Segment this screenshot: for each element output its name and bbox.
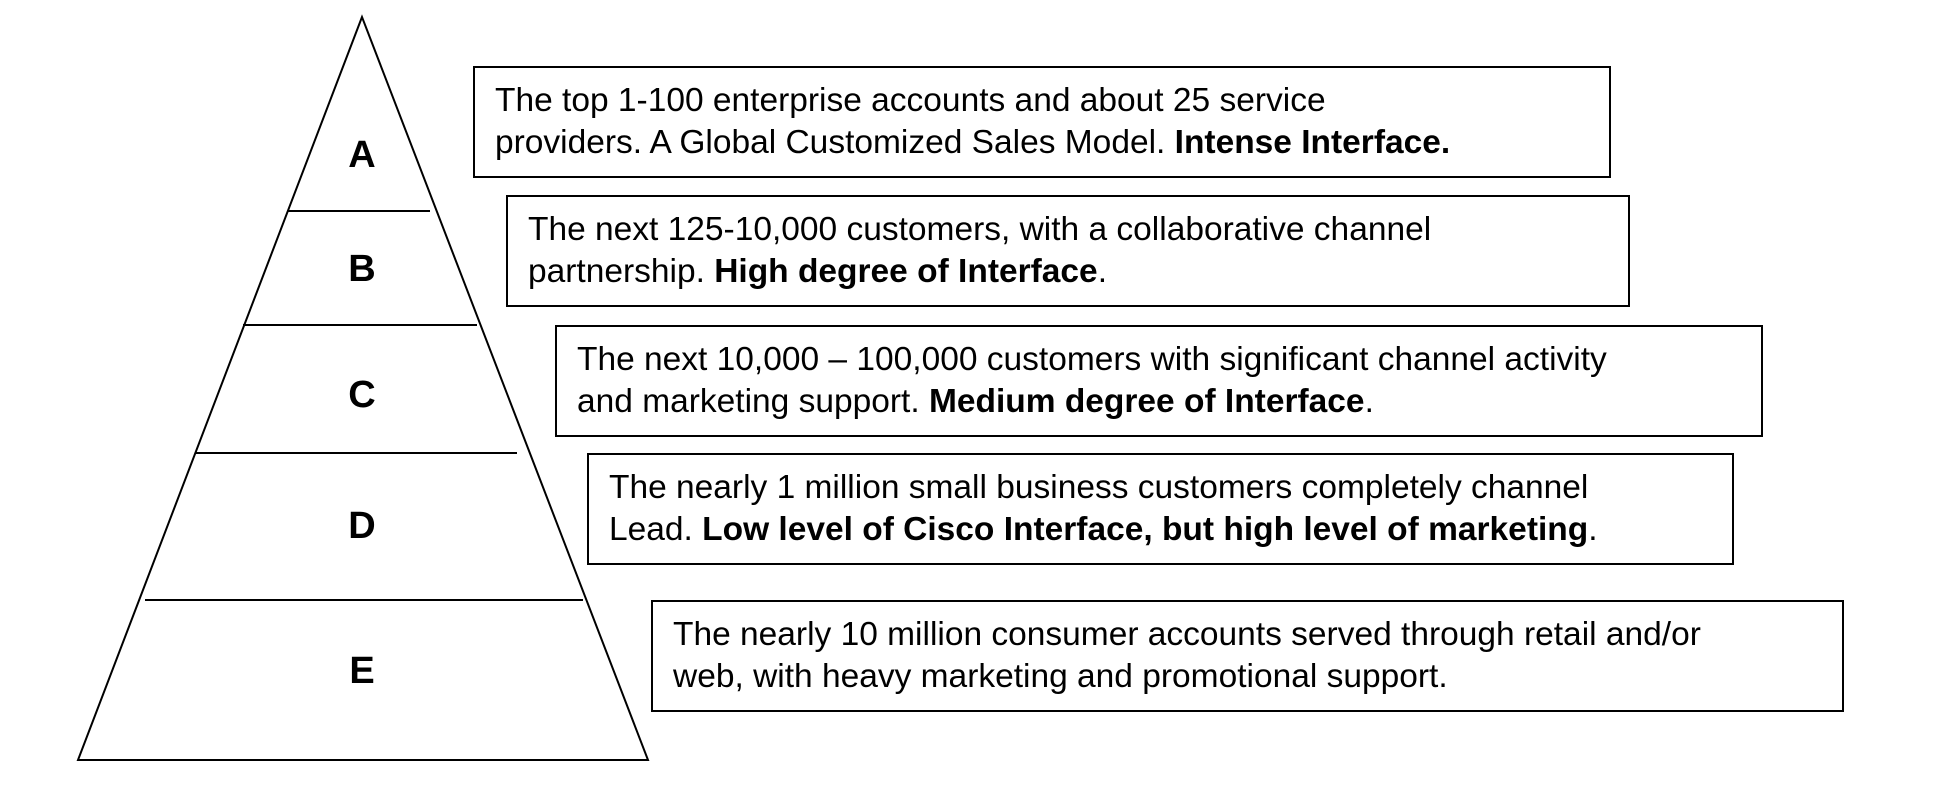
tier-d-line1: The nearly 1 million small business cust…	[609, 469, 1589, 506]
tier-e-description: The nearly 10 million consumer accounts …	[651, 600, 1844, 712]
tier-d-line2: Lead. Low level of Cisco Interface, but …	[609, 511, 1598, 548]
tier-b-line2: partnership. High degree of Interface.	[528, 253, 1107, 290]
tier-a-line2: providers. A Global Customized Sales Mod…	[495, 124, 1451, 161]
tier-e-line1: The nearly 10 million consumer accounts …	[673, 616, 1701, 653]
tier-letter-a: A	[348, 134, 375, 176]
tier-c-description: The next 10,000 – 100,000 customers with…	[555, 325, 1763, 437]
tier-letter-e: E	[349, 650, 374, 692]
tier-b-line1: The next 125-10,000 customers, with a co…	[528, 211, 1432, 248]
tier-d-description: The nearly 1 million small business cust…	[587, 453, 1734, 565]
tier-e-line2: web, with heavy marketing and promotiona…	[673, 658, 1448, 695]
tier-a-line1: The top 1-100 enterprise accounts and ab…	[495, 82, 1326, 119]
tier-letter-b: B	[348, 248, 375, 290]
tier-a-description: The top 1-100 enterprise accounts and ab…	[473, 66, 1611, 178]
tier-c-line2: and marketing support. Medium degree of …	[577, 383, 1374, 420]
tier-b-description: The next 125-10,000 customers, with a co…	[506, 195, 1630, 307]
tier-letter-c: C	[348, 374, 375, 416]
tier-letter-d: D	[348, 505, 375, 547]
tier-c-line1: The next 10,000 – 100,000 customers with…	[577, 341, 1607, 378]
pyramid-diagram: A B C D E	[76, 14, 650, 761]
pyramid-outline	[76, 14, 650, 761]
